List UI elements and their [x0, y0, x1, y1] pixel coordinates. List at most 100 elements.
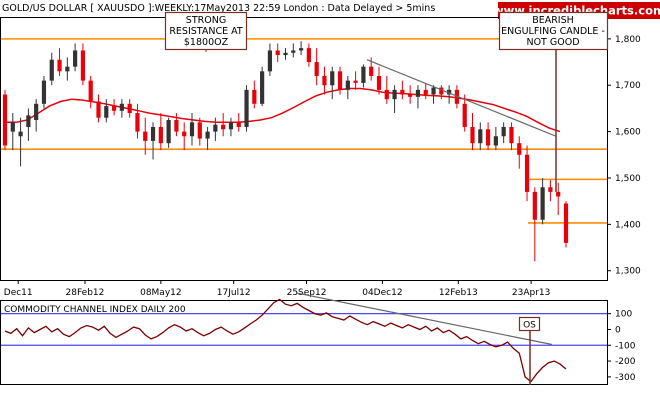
- candle-body: [275, 50, 280, 56]
- candle-body: [462, 103, 467, 127]
- price-y-tick-label: 1,600: [615, 128, 641, 138]
- candle-body: [182, 131, 187, 137]
- price-y-tick-label: 1,500: [615, 174, 641, 184]
- candle-body: [361, 66, 366, 83]
- candle-body: [532, 191, 537, 220]
- candle-body: [524, 154, 530, 192]
- candle-body: [111, 106, 117, 111]
- candle-body: [540, 187, 545, 220]
- candle-body: [369, 66, 374, 76]
- candle-body: [57, 59, 62, 72]
- candle-body: [353, 80, 358, 83]
- x-tick-label: 28Feb12: [66, 288, 105, 298]
- candle-body: [423, 89, 428, 95]
- candle-body: [88, 80, 93, 102]
- cci-y-tick-label: 100: [615, 310, 632, 320]
- x-tick-label: Dec11: [4, 288, 33, 298]
- candle-body: [189, 122, 195, 137]
- price-y-tick-label: 1,800: [615, 35, 641, 45]
- candle-body: [439, 87, 444, 95]
- candle-body: [73, 50, 78, 67]
- x-tick-label: 17Jul12: [217, 288, 251, 298]
- resistance-line-2: RESISTANCE AT: [169, 26, 243, 37]
- x-tick-label: 12Feb13: [439, 288, 478, 298]
- candle-body: [18, 131, 23, 137]
- price-y-tick-label: 1,300: [615, 267, 641, 277]
- resistance-annotation: STRONG RESISTANCE AT $1800OZ: [164, 11, 248, 52]
- candle-body: [119, 103, 124, 111]
- candle-body: [322, 75, 327, 86]
- candle-body: [135, 113, 140, 132]
- candle-body: [166, 120, 171, 144]
- candle-body: [158, 126, 163, 144]
- candle-body: [80, 50, 86, 81]
- os-box: [518, 316, 541, 332]
- candle-body: [431, 87, 436, 95]
- x-tick-label: 04Dec12: [362, 288, 402, 298]
- candle-body: [65, 66, 70, 72]
- cci-y-tick-label: -300: [615, 373, 636, 383]
- candle-body: [509, 126, 514, 144]
- cci-panel-frame: [0, 300, 608, 385]
- candle-body: [41, 80, 47, 104]
- candle-body: [197, 122, 202, 139]
- candle-body: [267, 50, 273, 72]
- candle-body: [563, 203, 569, 243]
- candle-body: [485, 129, 491, 146]
- price-panel-frame: [0, 17, 608, 281]
- candle-body: [260, 71, 265, 104]
- candle-body: [376, 75, 382, 90]
- price-trendline: [366, 59, 557, 137]
- candle-body: [556, 191, 561, 197]
- candle-body: [345, 80, 350, 90]
- price-y-axis: 1,300 1,400 1,500 1,600 1,700 1,800: [607, 35, 641, 277]
- candle-body: [2, 94, 8, 146]
- candle-body: [408, 94, 413, 97]
- candle-body: [501, 126, 506, 137]
- os-annotation: OS: [518, 316, 541, 385]
- candle-body: [236, 122, 241, 127]
- candle-body: [392, 89, 397, 100]
- candle-body: [298, 48, 304, 51]
- candle-body: [150, 126, 156, 141]
- chart-title: GOLD/US DOLLAR [ XAUUSDO ]:WEEKLY:17May2…: [2, 3, 435, 14]
- candle-body: [517, 143, 522, 155]
- candle-body: [447, 89, 452, 95]
- candle-body: [330, 71, 335, 86]
- cci-bands: [1, 313, 607, 346]
- candle-body: [470, 126, 475, 144]
- candle-body: [244, 89, 249, 127]
- candle-body: [10, 122, 15, 132]
- candle-body: [306, 48, 311, 63]
- candle-body: [213, 124, 218, 132]
- candle-body: [337, 71, 343, 90]
- candle-body: [96, 101, 101, 118]
- candle-body: [415, 89, 421, 97]
- cci-y-axis: 100 0 -100 -200 -300: [607, 310, 636, 383]
- candle-body: [252, 89, 257, 104]
- os-label: OS: [523, 321, 536, 331]
- candle-body: [384, 89, 389, 100]
- cci-line: [4, 298, 567, 383]
- candle-body: [143, 131, 148, 141]
- resistance-line-1: STRONG: [186, 15, 226, 26]
- candle-body: [291, 50, 296, 53]
- cci-y-tick-label: -200: [615, 357, 636, 367]
- bearish-line-2: ENGULFING CANDLE -: [501, 26, 605, 37]
- candle-body: [283, 52, 288, 56]
- x-tick-label: 25Sep12: [287, 288, 327, 298]
- candle-body: [205, 131, 210, 139]
- price-y-tick-label: 1,400: [615, 220, 641, 230]
- candle-body: [228, 122, 234, 130]
- candle-body: [314, 62, 319, 76]
- cci-y-tick-label: 0: [615, 325, 621, 335]
- bearish-line-1: BEARISH: [532, 15, 574, 26]
- cci-trendline: [296, 292, 553, 346]
- bearish-box: [498, 11, 609, 51]
- resistance-line-3: $1800OZ: [184, 37, 229, 48]
- candle-body: [26, 115, 31, 127]
- candle-body: [104, 106, 109, 118]
- candle-body: [454, 89, 460, 104]
